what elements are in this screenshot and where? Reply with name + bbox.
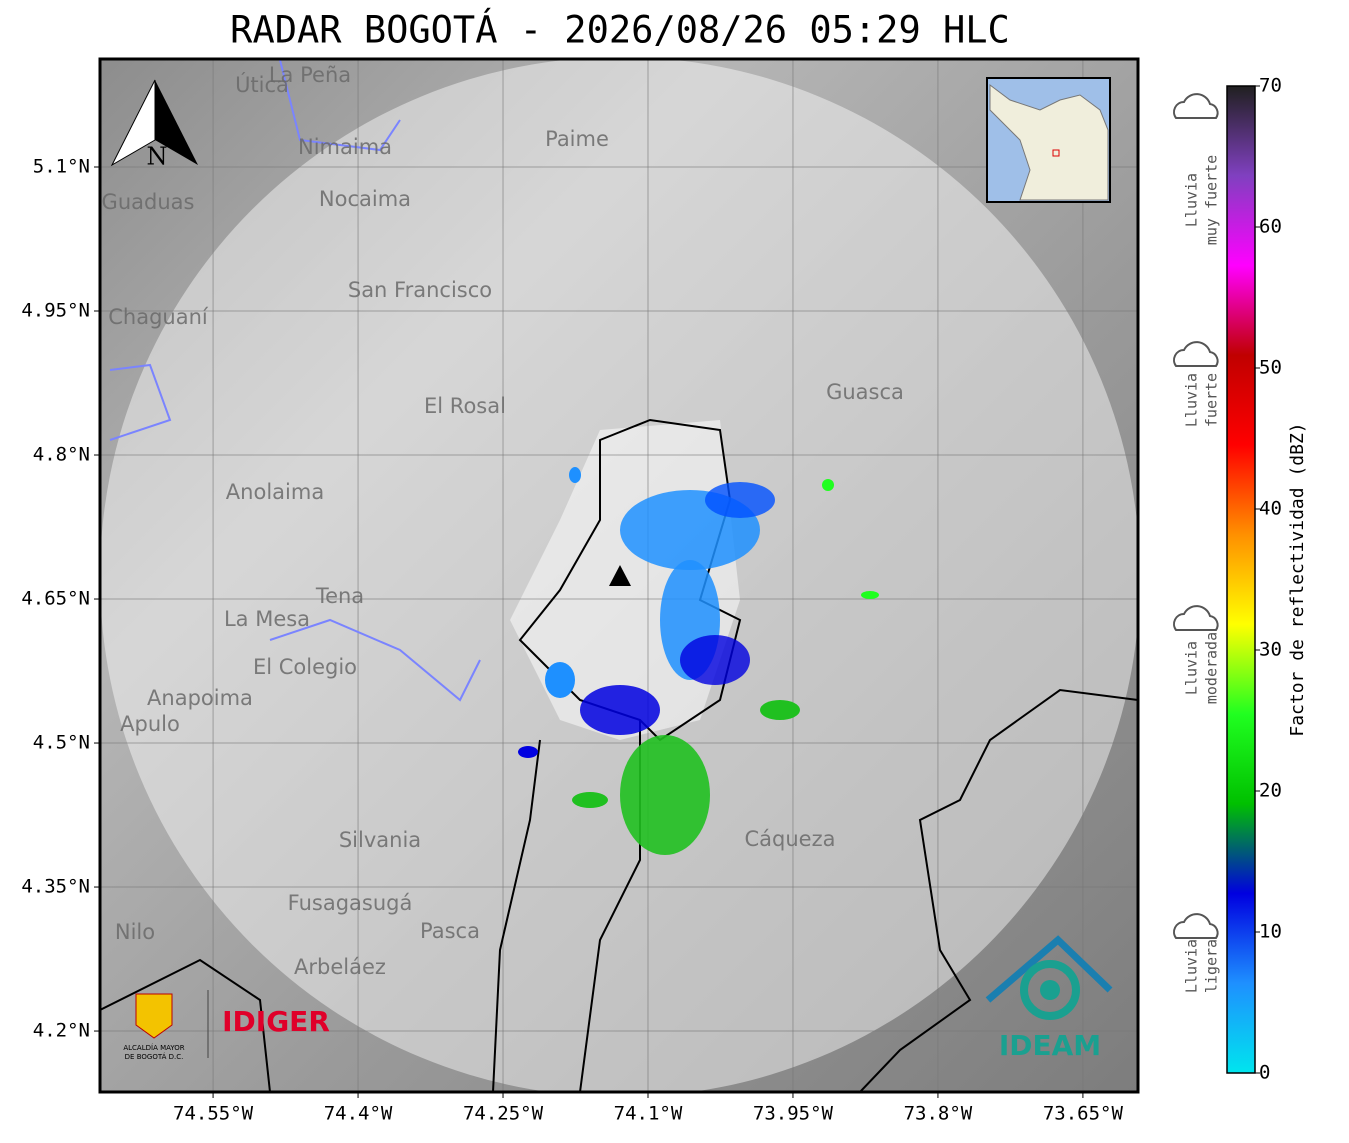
place-name: El Rosal <box>424 394 506 418</box>
radar-echoes <box>518 467 879 855</box>
title: RADAR BOGOTÁ - 2026/08/26 05:29 HLC <box>230 8 1010 52</box>
colorbar-tick-label: 0 <box>1259 1062 1270 1084</box>
place-name: Anolaima <box>226 480 324 504</box>
legend-label: Lluvia <box>1183 373 1201 427</box>
map-frame <box>98 57 1140 1094</box>
inset-map <box>986 77 1111 203</box>
y-tick-label: 5.1°N <box>33 156 90 178</box>
alcaldia-text: DE BOGOTÁ D.C. <box>125 1052 184 1061</box>
rain-icon <box>1173 341 1219 367</box>
y-tick-label: 4.35°N <box>21 876 90 898</box>
bogota-boundary <box>518 418 742 742</box>
colorbar-tick-label: 40 <box>1259 498 1282 520</box>
place-name: Nilo <box>115 920 155 944</box>
colorbar-tick-label: 70 <box>1259 75 1282 97</box>
place-name: Chaguaní <box>108 305 209 329</box>
place-name: Silvania <box>339 828 421 852</box>
legend-label: fuerte <box>1203 373 1221 427</box>
place-name: Guaduas <box>102 190 195 214</box>
x-tick-label: 73.65°W <box>1043 1103 1124 1125</box>
rain-icon <box>1173 93 1219 119</box>
north-arrow: N <box>110 79 198 171</box>
place-name: La Peña <box>269 63 351 87</box>
rivers <box>109 59 481 702</box>
place-name: Anapoima <box>147 686 253 710</box>
place-name: Apulo <box>120 712 180 736</box>
legend-label: Lluvia <box>1183 173 1201 227</box>
colorbar-tick-label: 30 <box>1259 639 1282 661</box>
place-name: Fusagasugá <box>288 891 413 915</box>
y-tick-label: 4.95°N <box>21 300 90 322</box>
ideam-logo: IDEAM <box>985 935 1113 1062</box>
ideam-text: IDEAM <box>999 1029 1101 1062</box>
alcaldia-logo: ALCALDÍA MAYOR DE BOGOTÁ D.C. IDIGER <box>123 990 330 1061</box>
x-tick-label: 74.1°W <box>614 1103 683 1125</box>
colorbar-tick-label: 60 <box>1259 216 1282 238</box>
place-name: Tena <box>315 584 364 608</box>
place-name: Nocaima <box>319 187 411 211</box>
colorbar <box>1226 85 1256 1074</box>
y-tick-label: 4.5°N <box>33 732 90 754</box>
y-tick-label: 4.65°N <box>21 588 90 610</box>
north-label: N <box>147 143 168 171</box>
legend-label: Lluvia <box>1183 939 1201 993</box>
x-tick-label: 74.4°W <box>324 1103 393 1125</box>
colorbar-tick-label: 10 <box>1259 921 1282 943</box>
place-name: San Francisco <box>348 278 492 302</box>
place-name: Paime <box>545 127 609 151</box>
place-name: El Colegio <box>253 655 357 679</box>
rain-icon <box>1173 605 1219 631</box>
radar-site <box>609 565 631 586</box>
legend-label: ligera <box>1203 939 1221 993</box>
idiger-logo: IDIGER <box>222 1005 330 1038</box>
x-tick-label: 74.25°W <box>463 1103 544 1125</box>
y-tick-label: 4.2°N <box>33 1020 90 1042</box>
x-tick-label: 73.95°W <box>753 1103 834 1125</box>
colorbar-label: Factor de reflectividad (dBZ) <box>1287 422 1308 736</box>
place-name: Arbeláez <box>294 955 386 979</box>
department-boundary <box>100 688 1138 1092</box>
place-name: Pasca <box>420 919 480 943</box>
x-tick-label: 73.8°W <box>904 1103 973 1125</box>
place-name: Guasca <box>826 380 904 404</box>
place-name: Nimaima <box>298 135 392 159</box>
legend-label: muy fuerte <box>1203 155 1221 245</box>
legend-label: moderada <box>1203 632 1221 704</box>
place-name: La Mesa <box>224 607 310 631</box>
y-tick-label: 4.8°N <box>33 444 90 466</box>
rain-icon <box>1173 913 1219 939</box>
place-name: Útica <box>235 72 289 97</box>
alcaldia-text: ALCALDÍA MAYOR <box>123 1043 184 1052</box>
legend-label: Lluvia <box>1183 641 1201 695</box>
place-name: Cáqueza <box>745 827 836 851</box>
colorbar-tick-label: 50 <box>1259 357 1282 379</box>
x-tick-label: 74.55°W <box>173 1103 254 1125</box>
colorbar-tick-label: 20 <box>1259 780 1282 802</box>
